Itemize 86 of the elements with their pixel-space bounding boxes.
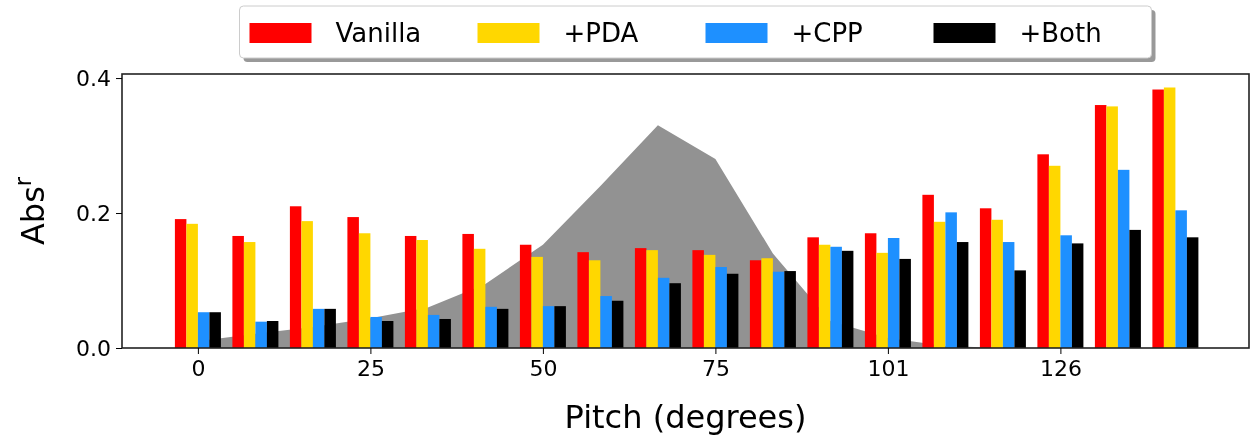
bar <box>347 217 359 348</box>
bar <box>807 237 819 348</box>
bar <box>933 221 946 348</box>
bar <box>427 314 440 348</box>
bar <box>531 256 543 348</box>
bar <box>749 260 762 348</box>
bar <box>588 260 601 348</box>
bar <box>761 258 773 348</box>
bar <box>887 238 900 348</box>
bar <box>772 271 785 348</box>
bar <box>186 223 198 348</box>
bar <box>818 244 831 348</box>
x-tick-label: 101 <box>867 355 910 381</box>
legend-label: +Both <box>1019 18 1102 48</box>
bar <box>174 219 187 348</box>
bar <box>1071 243 1084 348</box>
bar <box>692 250 704 348</box>
bar <box>312 308 325 348</box>
bar <box>1060 235 1072 348</box>
legend-label: +CPP <box>791 18 863 48</box>
bar <box>301 221 313 348</box>
y-tick-label: 0.2 <box>76 200 111 226</box>
bar <box>1014 270 1026 348</box>
bar <box>841 250 854 348</box>
bar <box>197 312 210 348</box>
bar <box>864 233 877 348</box>
bar <box>485 306 497 348</box>
bar <box>991 219 1003 348</box>
bar <box>404 235 417 348</box>
x-tick-label: 25 <box>356 355 385 381</box>
bar <box>1037 154 1049 348</box>
bar <box>266 321 279 348</box>
bar <box>830 246 842 348</box>
bar <box>1048 165 1061 348</box>
legend-label: Vanilla <box>335 18 422 48</box>
bar <box>473 248 486 348</box>
bar <box>715 267 727 348</box>
bar <box>1002 242 1015 348</box>
bar <box>646 250 658 348</box>
bar <box>657 277 670 348</box>
bar <box>358 233 371 348</box>
bar <box>726 273 739 348</box>
bar <box>209 312 221 348</box>
bar <box>1152 89 1164 348</box>
bar <box>324 308 336 348</box>
bar <box>1106 106 1118 348</box>
y-tick-label: 0.4 <box>76 65 111 91</box>
bar <box>1186 237 1199 348</box>
legend-label: +PDA <box>563 18 639 48</box>
x-tick-label: 126 <box>1039 355 1082 381</box>
bar <box>289 206 302 348</box>
bar <box>439 318 451 348</box>
bar <box>519 244 532 348</box>
bar <box>416 240 428 348</box>
bar <box>577 252 589 348</box>
bar <box>899 258 911 348</box>
y-tick-label: 0.0 <box>76 335 111 361</box>
bar <box>496 308 509 348</box>
x-tick-label: 50 <box>529 355 558 381</box>
bar <box>669 283 681 348</box>
bar <box>542 306 555 348</box>
bar <box>703 254 716 348</box>
bar <box>784 271 796 348</box>
bar <box>370 316 382 348</box>
bar <box>554 306 566 348</box>
bar <box>979 208 992 348</box>
bar <box>922 194 934 348</box>
bar <box>956 242 969 348</box>
x-tick-label: 75 <box>701 355 730 381</box>
bar <box>243 242 256 348</box>
bar <box>1175 210 1187 348</box>
bar <box>876 252 888 348</box>
bar <box>945 212 957 348</box>
bar <box>634 248 647 348</box>
bar <box>1129 229 1141 348</box>
bar <box>600 296 612 348</box>
x-tick-label: 0 <box>191 355 206 381</box>
bar <box>232 235 244 348</box>
bar <box>1163 87 1176 348</box>
bar <box>255 321 267 348</box>
x-axis-title: Pitch (degrees) <box>564 398 807 436</box>
bar <box>611 300 624 348</box>
bar <box>462 233 474 348</box>
bar <box>381 321 394 348</box>
bar <box>1117 169 1130 348</box>
bar <box>1094 105 1107 348</box>
